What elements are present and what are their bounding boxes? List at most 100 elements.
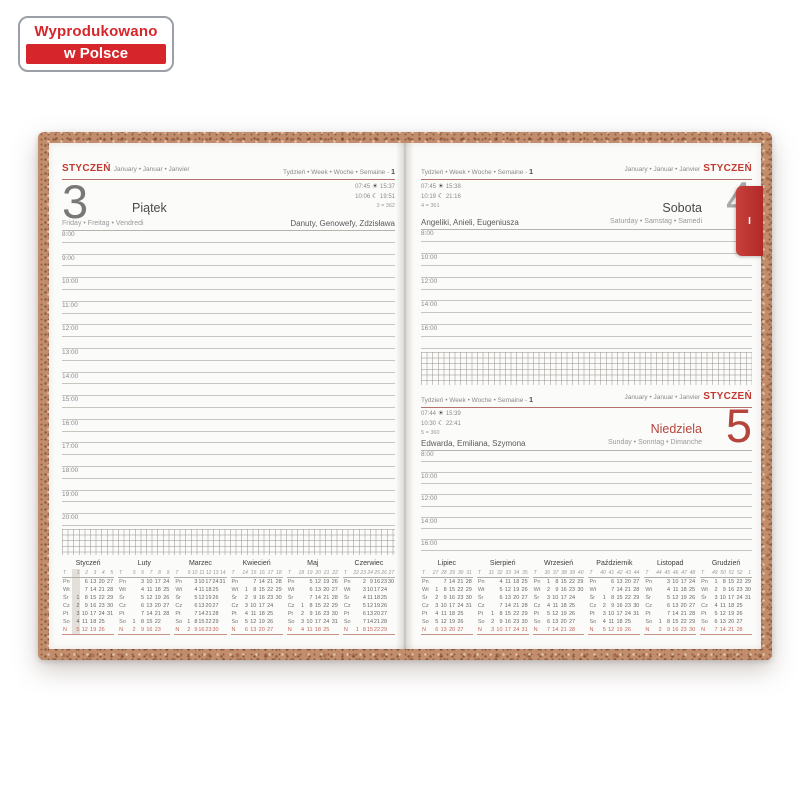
month-title-intl: January • Januar • Janvier — [624, 166, 701, 173]
day-of-year: 4 = 361 — [421, 203, 440, 209]
minical-week-row: N 2 9 16 23 — [118, 626, 171, 635]
minical-week-row: Cz 5 12 19 26 — [343, 603, 388, 609]
hour-line — [421, 242, 752, 254]
hour-line: 9:00 — [62, 255, 395, 267]
minical-week-row: Śr 2 9 16 23 30 — [422, 595, 472, 601]
minical-week-row: Pn 4 11 18 25 — [477, 579, 528, 585]
minical-week-row: So 5 12 19 26 — [231, 619, 274, 625]
minical-week-row: N 7 14 21 28 — [532, 626, 585, 635]
minical-week-row: Wt 5 12 19 26 — [477, 587, 528, 593]
hour-line — [421, 313, 752, 326]
minical-week-row: Wt 4 11 18 25 — [175, 587, 219, 593]
minical-week-row: N 7 14 21 28 — [700, 626, 752, 635]
minical-week-row: Wt 1 8 15 22 29 — [422, 587, 472, 593]
hour-line — [421, 462, 752, 474]
minical-luty: Luty T 5 6 7 8 9 Pn 3 10 17 24 Wt 4 11 18 25 Śr 5 12 19 26 Cz 6… — [118, 559, 171, 642]
page-right-weekend: Tydzień • Week • Woche • Semaine - 1 Jan… — [405, 143, 761, 649]
minical-week-row: Pn 6 13 20 27 — [63, 577, 114, 586]
hour-line: 14:00 — [421, 301, 752, 314]
hour-line — [62, 479, 395, 491]
minical-table: T 40 41 42 43 44 Pn 6 13 20 27 Wt 7 14 21 28 Śr 1 8 15 22 29 C… — [588, 569, 641, 635]
minical-table: T 18 19 20 21 22 Pn 5 12 19 26 Wt 6 13 20 27 Śr 7 14 21 28 Cz… — [286, 569, 339, 635]
minical-week-row: Pt 4 11 18 25 — [422, 611, 464, 617]
hour-line — [62, 243, 395, 255]
month-header: January • Januar • Janvier STYCZEŃ — [621, 158, 752, 176]
minical-week-row: Śr 5 12 19 26 — [645, 595, 696, 601]
day-info: 3 Piątek Friday • Freitag • Vendredi 07:… — [62, 175, 395, 231]
minical-week-row: Pt 3 10 17 24 31 — [63, 610, 114, 618]
minical-week-row: Śr 4 11 18 25 — [343, 595, 388, 601]
minical-week-row: Cz 2 9 16 23 30 — [63, 602, 114, 610]
hour-label: 16:00 — [421, 325, 438, 333]
minical-week-row: Pn 1 8 15 22 29 — [701, 579, 751, 585]
minical-month-title: Marzec — [188, 560, 212, 567]
page-left-friday: STYCZEŃ January • Januar • Janvier Tydzie… — [49, 143, 405, 649]
hour-line — [62, 408, 395, 420]
minical-table: T 27 28 29 30 31 Pn 7 14 21 28 Wt 1 8 15 22 29 Śr 2 9 16 23 30… — [421, 569, 473, 635]
minical-month-title: Czerwiec — [354, 560, 384, 567]
minical-week-row: N 2 9 16 23 30 — [644, 626, 697, 635]
hour-line — [62, 314, 395, 326]
minical-week-row: N 2 9 16 23 30 — [174, 626, 227, 635]
minical-week-row: N 5 12 19 26 — [588, 626, 641, 635]
minical-week-row: Pt 5 12 19 26 — [701, 611, 743, 617]
hour-line: 12:00 — [421, 495, 752, 507]
minical-week-row: Wt 7 14 21 28 — [589, 587, 640, 593]
day-name: Sobota — [662, 201, 702, 215]
minical-week-row: Wt 2 9 16 23 30 — [701, 587, 751, 593]
minical-week-row: Pn 3 10 17 24 — [645, 579, 696, 585]
minical-lipiec: Lipiec T 27 28 29 30 31 Pn 7 14 21 28 Wt 1 8 15 22 29 Śr 2 9… — [421, 559, 473, 642]
minical-month-title: Styczeń — [75, 560, 101, 567]
minical-month-title: Sierpień — [489, 560, 516, 567]
minical-week-row: Pt 7 14 21 28 — [645, 611, 696, 617]
day-number: 5 — [725, 399, 752, 452]
moon-icon: ☾ — [438, 420, 444, 427]
minical-month-title: Kwiecień — [242, 560, 271, 567]
squared-notes-area — [421, 352, 752, 385]
minical-kwiecień: Kwiecień T 14 15 16 17 18 Pn 7 14 21 28 Wt 1 8 15 22 29 Śr… — [230, 559, 283, 642]
sun-moon-times: 07:44 ☀ 15:39 10:30 ☾ 22:41 5 = 360 — [421, 409, 461, 438]
minical-week-row: Śr 5 12 19 26 — [119, 595, 170, 601]
page-gutter — [396, 143, 414, 649]
week-label: Tydzień • Week • Woche • Semaine - 1 — [421, 169, 534, 176]
week-number: 1 — [529, 397, 534, 404]
minical-grudzień: Grudzień T 49 50 51 52 1 Pn 1 8 15 22 29 Wt 2 9 16 23 30 Śr… — [700, 559, 752, 642]
minical-week-row: Śr 3 10 17 24 — [533, 595, 576, 601]
minical-table: T 5 6 7 8 9 Pn 3 10 17 24 Wt 4 11 18 25 Śr 5 12 19 26 Cz 6 13 20… — [118, 569, 171, 635]
page-header-sunday: Tydzień • Week • Woche • Semaine - 1 Jan… — [421, 390, 752, 408]
minical-table: T 14 15 16 17 18 Pn 7 14 21 28 Wt 1 8 15 22 29 Śr 2 9 16 23 30… — [230, 569, 283, 635]
minical-week-row: N 4 11 18 25 — [286, 626, 339, 635]
minical-week-row: Pn 5 12 19 26 — [287, 579, 338, 585]
minical-week-row: N 6 13 20 27 — [421, 626, 473, 635]
month-header: STYCZEŃ January • Januar • Janvier — [62, 158, 193, 176]
minical-table: T 22 23 24 25 26 27 Pn 2 9 16 23 30 Wt 3 10 17 24 Śr 4 11 18 2… — [342, 569, 396, 635]
minical-week-row: So 4 11 18 25 — [63, 618, 105, 626]
minical-week-row: So 3 10 17 24 31 — [287, 619, 338, 625]
day-name: Piątek — [132, 201, 167, 215]
hour-label: 14:00 — [421, 301, 438, 309]
day-number: 3 — [62, 175, 89, 228]
minical-week-row: Śr 7 14 21 28 — [287, 595, 338, 601]
hour-label: 13:00 — [62, 348, 79, 356]
hour-label: 9:00 — [62, 254, 75, 262]
day-info-sunday: 5 Niedziela Sunday • Sonntag • Dimanche … — [421, 399, 752, 452]
minical-week-row: So 1 8 15 22 29 — [645, 619, 696, 625]
hour-label: 12:00 — [421, 277, 438, 285]
hour-line: 8:00 — [62, 231, 395, 243]
hour-line — [62, 502, 395, 515]
month-title-intl: January • Januar • Janvier — [113, 166, 190, 173]
minical-week-row: Pn 1 8 15 22 29 — [533, 579, 584, 585]
page-header: STYCZEŃ January • Januar • Janvier Tydzie… — [62, 162, 395, 180]
minical-month-title: Wrzesień — [544, 560, 574, 567]
minical-week-row: Cz 6 13 20 27 — [645, 603, 696, 609]
minical-month-title: Październik — [596, 560, 633, 567]
minical-week-row: Pt 6 13 20 27 — [343, 611, 388, 617]
sun-times: 07:45 ☀ 15:37 — [355, 183, 395, 190]
hour-line — [421, 266, 752, 278]
minical-month-title: Listopad — [656, 560, 684, 567]
minical-week-row: Pn 2 9 16 23 30 — [343, 579, 395, 585]
hour-label: 17:00 — [62, 443, 79, 451]
minical-month-title: Lipiec — [437, 560, 457, 567]
minical-czerwiec: Czerwiec T 22 23 24 25 26 27 Pn 2 9 16 23 30 Wt 3 10 17 24… — [342, 559, 396, 642]
hour-grid-saturday: 8:00 10:00 12:00 14:00 16:00 — [421, 230, 752, 350]
